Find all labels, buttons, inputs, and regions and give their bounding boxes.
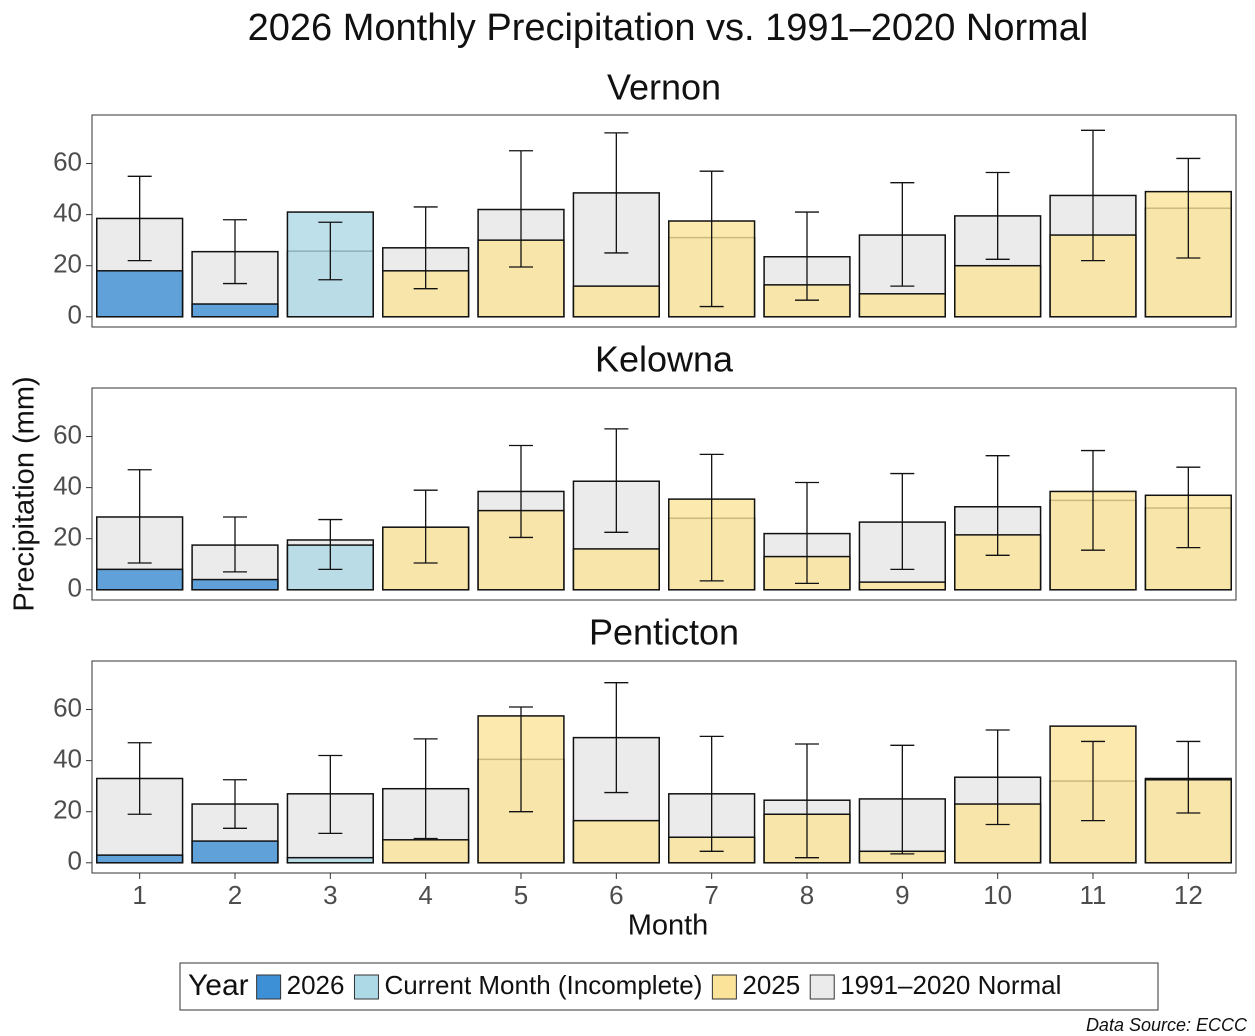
error-bar [699,170,724,308]
legend-swatch [711,974,737,1000]
observed-bar [96,568,184,591]
error-bar [1081,129,1105,262]
error-bar [795,481,819,585]
x-tick-label: 5 [514,880,528,910]
source-note: Data Source: ECCC [1086,1015,1248,1035]
error-bar [318,518,343,570]
x-tick-label: 1 [132,880,146,910]
error-bar [127,175,152,262]
panel-title: Vernon [607,67,721,108]
error-bar [890,472,915,570]
legend-label: Current Month (Incomplete) [384,970,702,1000]
error-bar [1081,449,1105,551]
panel-border [91,660,1237,874]
observed-bar [954,264,1042,318]
error-bar [985,729,1010,826]
legend-box [179,962,1159,1011]
y-tick-label: 40 [53,743,82,773]
observed-bar [286,856,374,864]
x-tick-label: 10 [983,880,1012,910]
legend-swatch [256,974,282,1000]
x-tick-label: 7 [704,880,718,910]
error-bar [1176,740,1201,814]
x-tick-label: 8 [800,880,814,910]
y-axis-label: Precipitation (mm) [9,376,41,611]
panel-title: Penticton [589,612,739,653]
error-bar [890,744,915,855]
error-bar [223,779,247,829]
x-tick-label: 6 [609,880,623,910]
error-bar [1176,466,1201,549]
error-bar [413,489,438,564]
x-tick-label: 3 [323,880,337,910]
observed-bar [572,285,660,318]
error-bar [509,444,533,539]
error-bar [795,211,819,301]
error-bar [413,206,438,290]
panel-title: Kelowna [595,339,734,380]
y-tick-label: 20 [53,795,82,825]
observed-bar [572,819,660,864]
observed-bar [191,303,279,318]
observed-bar [382,839,470,864]
legend-swatch [809,974,835,1000]
observed-bar [191,578,279,591]
y-tick-label: 60 [53,146,82,176]
error-bar [604,132,629,254]
error-bar [223,516,247,573]
y-tick-label: 0 [68,300,82,330]
y-tick-label: 0 [68,573,82,603]
error-bar [985,455,1010,556]
error-bar [699,735,724,852]
legend-label: 1991–2020 Normal [840,970,1061,1000]
legend-label: 2025 [742,970,800,1000]
chart-title: 2026 Monthly Precipitation vs. 1991–2020… [248,7,1089,49]
y-tick-label: 20 [53,249,82,279]
y-tick-label: 0 [68,846,82,876]
legend-label: 2026 [287,970,345,1000]
panel-border [91,114,1237,328]
error-bar [318,221,343,281]
error-bar [223,219,247,285]
error-bar [604,682,629,794]
observed-bar [96,270,184,318]
y-tick-label: 60 [53,419,82,449]
error-bar [509,150,533,268]
x-tick-label: 12 [1174,880,1203,910]
observed-bar [858,293,946,318]
error-bar [413,738,438,840]
observed-bar [572,548,660,591]
error-bar [127,742,152,815]
y-tick-label: 20 [53,522,82,552]
legend-swatch [353,974,379,1000]
x-tick-label: 11 [1080,880,1107,910]
y-tick-label: 40 [53,470,82,500]
y-tick-label: 60 [53,692,82,722]
x-tick-label: 9 [895,880,909,910]
error-bar [604,428,629,533]
error-bar [509,706,533,813]
error-bar [985,171,1010,260]
x-axis-label: Month [628,910,709,942]
error-bar [1081,740,1105,822]
error-bar [1176,157,1201,259]
panel-border [91,387,1237,601]
x-tick-label: 2 [228,880,242,910]
observed-bar [96,854,184,864]
error-bar [699,453,724,582]
error-bar [795,743,819,859]
error-bar [318,754,343,835]
legend-title: Year [188,969,249,1002]
error-bar [127,469,152,564]
observed-bar [858,581,946,591]
observed-bar [191,840,279,864]
error-bar [890,182,915,287]
x-tick-label: 4 [418,880,432,910]
y-tick-label: 40 [53,197,82,227]
